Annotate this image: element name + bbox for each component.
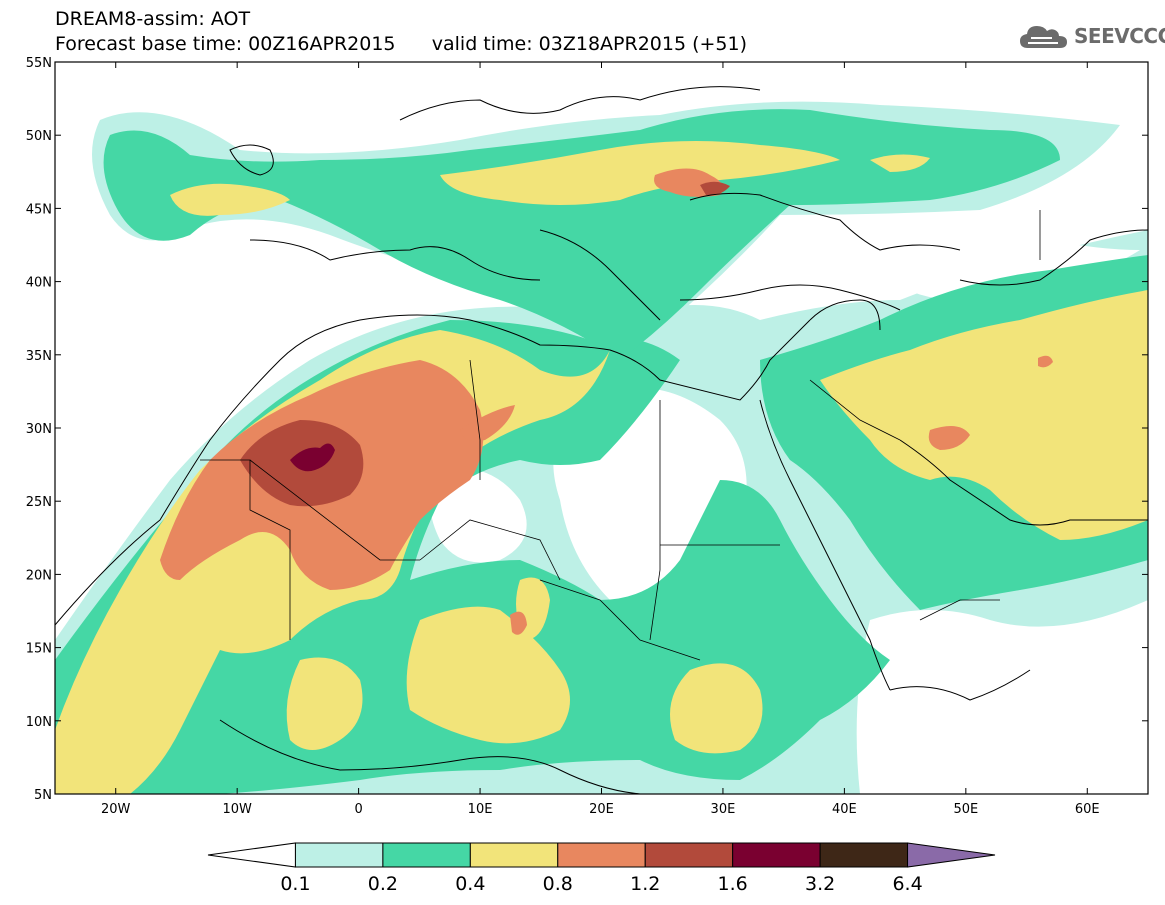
lon-tick-label: 10W (222, 802, 252, 817)
coastlines (55, 86, 1148, 794)
colorbar-swatch (819, 842, 909, 868)
lat-tick-label: 10N (26, 715, 52, 730)
colorbar-swatch-upper (907, 842, 996, 868)
lon-tick-label: 20E (589, 802, 614, 817)
colorbar-label: 6.4 (892, 873, 922, 895)
lon-tick-label: 30E (711, 802, 736, 817)
lat-tick-label: 45N (26, 202, 52, 217)
colorbar-swatch (469, 842, 559, 868)
colorbar-swatch (557, 842, 646, 868)
colorbar-label: 1.6 (718, 873, 748, 895)
colorbar-label: 3.2 (805, 873, 835, 895)
country-borders (200, 210, 1041, 661)
aot-layer-1.6 (290, 443, 335, 472)
aot-field (55, 62, 1148, 794)
lat-tick-label: 5N (34, 788, 52, 803)
lon-tick-label: 50E (953, 802, 978, 817)
colorbar-swatch (644, 842, 734, 868)
lon-tick-label: 20W (101, 802, 131, 817)
lat-tick-label: 30N (26, 422, 52, 437)
colorbar-label: 0.4 (455, 873, 485, 895)
lat-tick-label: 40N (26, 276, 52, 291)
cloud-icon (1020, 26, 1067, 48)
colorbar-label: 0.1 (280, 873, 310, 895)
lon-tick-label: 10E (468, 802, 493, 817)
seevccc-logo: SEEVCCC (1018, 22, 1165, 50)
colorbar-label: 0.2 (368, 873, 398, 895)
colorbar-swatch (382, 842, 471, 868)
colorbar: 0.1 0.2 0.4 0.8 1.2 1.6 3.2 6.4 (207, 842, 996, 895)
lat-tick-label: 15N (26, 642, 52, 657)
colorbar-swatch-lower (207, 842, 296, 868)
lat-tick-label: 20N (26, 568, 52, 583)
lat-tick-label: 55N (26, 56, 52, 71)
lat-tick-label: 25N (26, 495, 52, 510)
lon-tick-label: 0 (354, 802, 362, 817)
latitude-axis: 55N 50N 45N 40N 35N 30N 25N 20N 15N 10N 5N (26, 56, 1148, 803)
longitude-axis: 20W 10W 0 10E 20E 30E 40E 50E 60E (101, 62, 1100, 817)
logo-text: SEEVCCC (1074, 24, 1165, 48)
colorbar-swatch (294, 842, 384, 868)
colorbar-label: 0.8 (543, 873, 573, 895)
colorbar-label: 1.2 (630, 873, 660, 895)
map-title: DREAM8-assim: AOT (55, 8, 251, 30)
lat-tick-label: 35N (26, 349, 52, 364)
lon-tick-label: 40E (832, 802, 857, 817)
forecast-times: Forecast base time: 00Z16APR2015 valid t… (55, 33, 748, 55)
lat-tick-label: 50N (26, 129, 52, 144)
colorbar-swatch (732, 842, 821, 868)
lon-tick-label: 60E (1075, 802, 1100, 817)
